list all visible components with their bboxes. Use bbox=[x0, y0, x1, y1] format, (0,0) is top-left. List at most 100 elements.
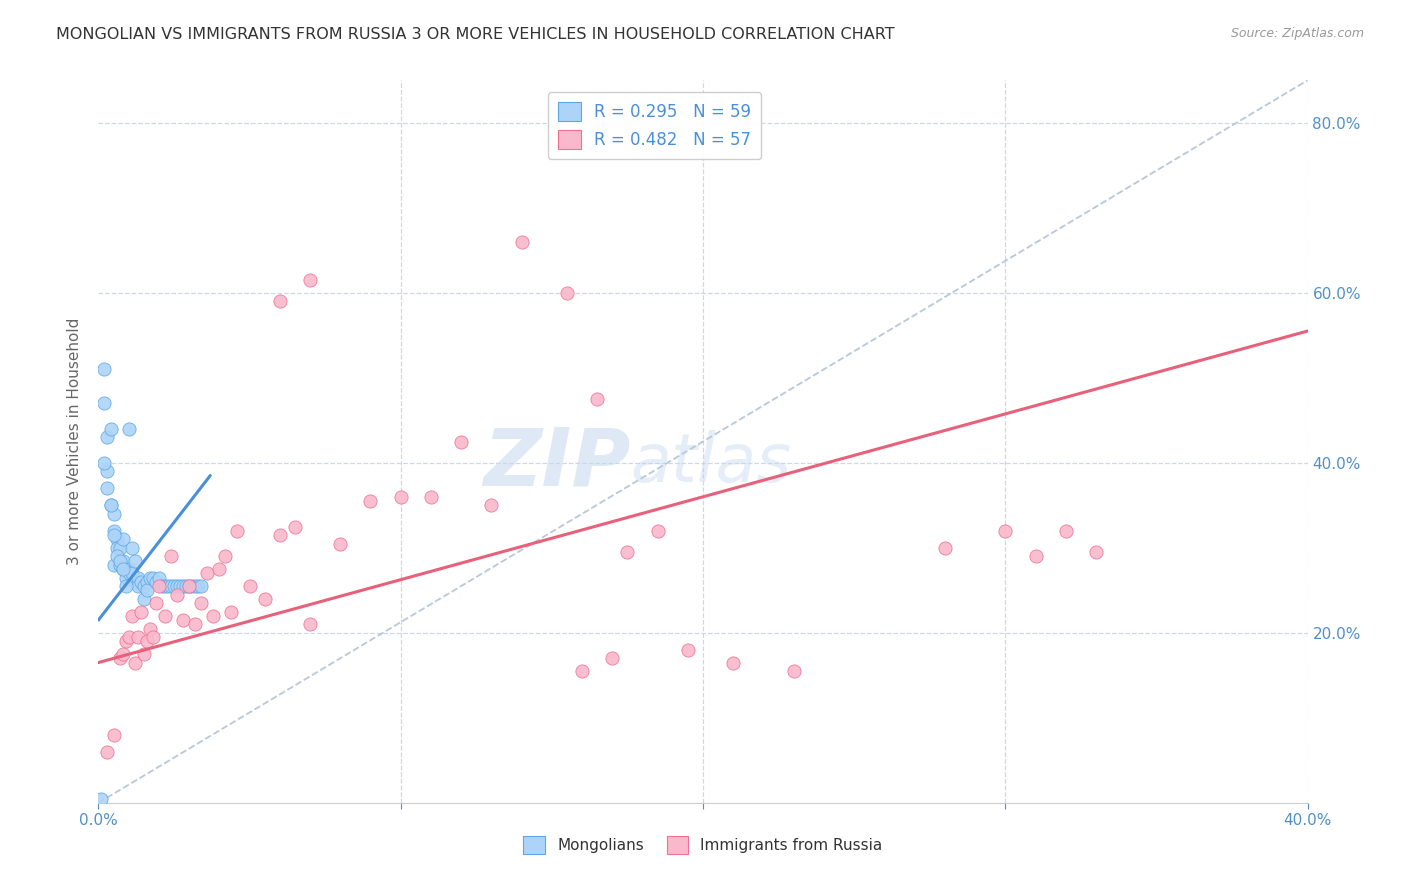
Point bbox=[195, 566, 218, 581]
Point bbox=[124, 574, 146, 589]
Text: atlas: atlas bbox=[630, 430, 792, 496]
Point bbox=[389, 490, 412, 504]
Point bbox=[226, 524, 249, 538]
Text: MONGOLIAN VS IMMIGRANTS FROM RUSSIA 3 OR MORE VEHICLES IN HOUSEHOLD CORRELATION : MONGOLIAN VS IMMIGRANTS FROM RUSSIA 3 OR… bbox=[56, 27, 894, 42]
Point bbox=[103, 507, 125, 521]
Legend: Mongolians, Immigrants from Russia: Mongolians, Immigrants from Russia bbox=[517, 830, 889, 860]
Point bbox=[299, 617, 322, 632]
Point bbox=[586, 392, 609, 406]
Point bbox=[90, 791, 112, 805]
Point bbox=[121, 566, 143, 581]
Point bbox=[510, 235, 533, 249]
Point bbox=[555, 285, 578, 300]
Point bbox=[118, 562, 141, 576]
Point bbox=[187, 579, 209, 593]
Point bbox=[299, 273, 322, 287]
Point bbox=[172, 579, 194, 593]
Point bbox=[139, 570, 162, 584]
Point bbox=[450, 434, 472, 449]
Point bbox=[142, 570, 165, 584]
Point bbox=[148, 570, 170, 584]
Point bbox=[269, 528, 291, 542]
Point bbox=[181, 579, 204, 593]
Point bbox=[360, 494, 382, 508]
Point bbox=[105, 549, 128, 564]
Point bbox=[114, 570, 136, 584]
Point bbox=[160, 549, 183, 564]
Point bbox=[723, 656, 745, 670]
Point bbox=[145, 574, 167, 589]
Point bbox=[111, 533, 134, 547]
Point bbox=[124, 553, 146, 567]
Point bbox=[93, 396, 115, 410]
Point bbox=[132, 591, 155, 606]
Point bbox=[571, 664, 593, 678]
Point bbox=[121, 541, 143, 555]
Point bbox=[994, 524, 1017, 538]
Point bbox=[269, 294, 291, 309]
Point bbox=[124, 656, 146, 670]
Point bbox=[172, 613, 194, 627]
Point bbox=[420, 490, 443, 504]
Point bbox=[96, 430, 118, 444]
Point bbox=[783, 664, 806, 678]
Point bbox=[118, 630, 141, 644]
Point bbox=[135, 574, 157, 589]
Point bbox=[118, 566, 141, 581]
Point bbox=[121, 608, 143, 623]
Point bbox=[221, 605, 243, 619]
Point bbox=[179, 579, 201, 593]
Point bbox=[129, 605, 152, 619]
Point bbox=[108, 541, 131, 555]
Point bbox=[129, 574, 152, 589]
Point bbox=[190, 579, 212, 593]
Point bbox=[111, 562, 134, 576]
Point bbox=[132, 579, 155, 593]
Point bbox=[1024, 549, 1046, 564]
Point bbox=[329, 536, 352, 550]
Point bbox=[214, 549, 236, 564]
Point bbox=[647, 524, 669, 538]
Point bbox=[934, 541, 956, 555]
Point bbox=[148, 579, 170, 593]
Point bbox=[1085, 545, 1108, 559]
Point bbox=[135, 583, 157, 598]
Text: ZIP: ZIP bbox=[484, 425, 630, 502]
Point bbox=[166, 588, 188, 602]
Point bbox=[96, 464, 118, 478]
Point bbox=[139, 622, 162, 636]
Point bbox=[127, 570, 149, 584]
Point bbox=[108, 553, 131, 567]
Point bbox=[105, 541, 128, 555]
Point bbox=[96, 745, 118, 759]
Point bbox=[114, 562, 136, 576]
Point bbox=[153, 579, 176, 593]
Point bbox=[142, 630, 165, 644]
Point bbox=[1054, 524, 1077, 538]
Point bbox=[114, 579, 136, 593]
Point bbox=[108, 651, 131, 665]
Point bbox=[103, 528, 125, 542]
Point bbox=[93, 362, 115, 376]
Point bbox=[100, 498, 122, 512]
Point bbox=[103, 524, 125, 538]
Point bbox=[602, 651, 624, 665]
Point bbox=[150, 579, 173, 593]
Point bbox=[135, 634, 157, 648]
Point bbox=[166, 579, 188, 593]
Point bbox=[160, 579, 183, 593]
Y-axis label: 3 or more Vehicles in Household: 3 or more Vehicles in Household bbox=[67, 318, 83, 566]
Point bbox=[96, 481, 118, 495]
Point bbox=[111, 553, 134, 567]
Point bbox=[108, 558, 131, 572]
Point bbox=[93, 456, 115, 470]
Point bbox=[132, 647, 155, 661]
Point bbox=[163, 579, 186, 593]
Text: Source: ZipAtlas.com: Source: ZipAtlas.com bbox=[1230, 27, 1364, 40]
Point bbox=[111, 647, 134, 661]
Point bbox=[156, 579, 179, 593]
Point bbox=[100, 422, 122, 436]
Point bbox=[184, 617, 207, 632]
Point bbox=[118, 422, 141, 436]
Point bbox=[676, 642, 699, 657]
